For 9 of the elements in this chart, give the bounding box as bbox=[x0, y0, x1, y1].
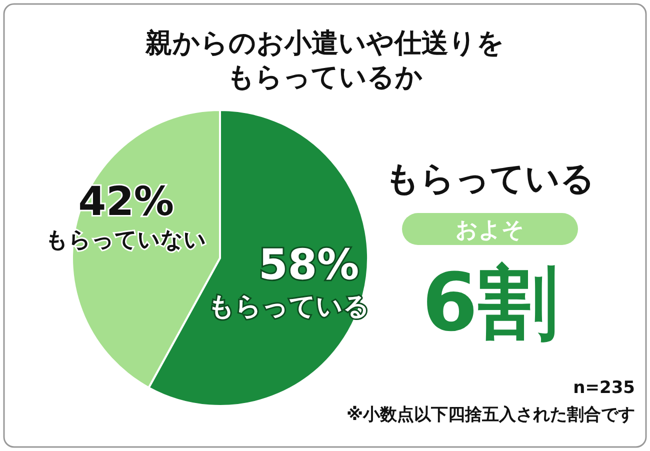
text: 6割 bbox=[422, 256, 558, 349]
data-label: 42% bbox=[78, 179, 174, 226]
slice-label: もらっている bbox=[385, 159, 595, 199]
text: ※小数点以下四捨五入された割合です bbox=[346, 405, 635, 425]
text: およそ bbox=[456, 218, 524, 243]
slice-label: もらっていない bbox=[46, 228, 207, 254]
text: n=235 bbox=[573, 378, 635, 398]
data-label: 58% bbox=[258, 240, 360, 289]
chart-title: 親からのお小遣いや仕送りをもらっているか bbox=[144, 28, 504, 93]
